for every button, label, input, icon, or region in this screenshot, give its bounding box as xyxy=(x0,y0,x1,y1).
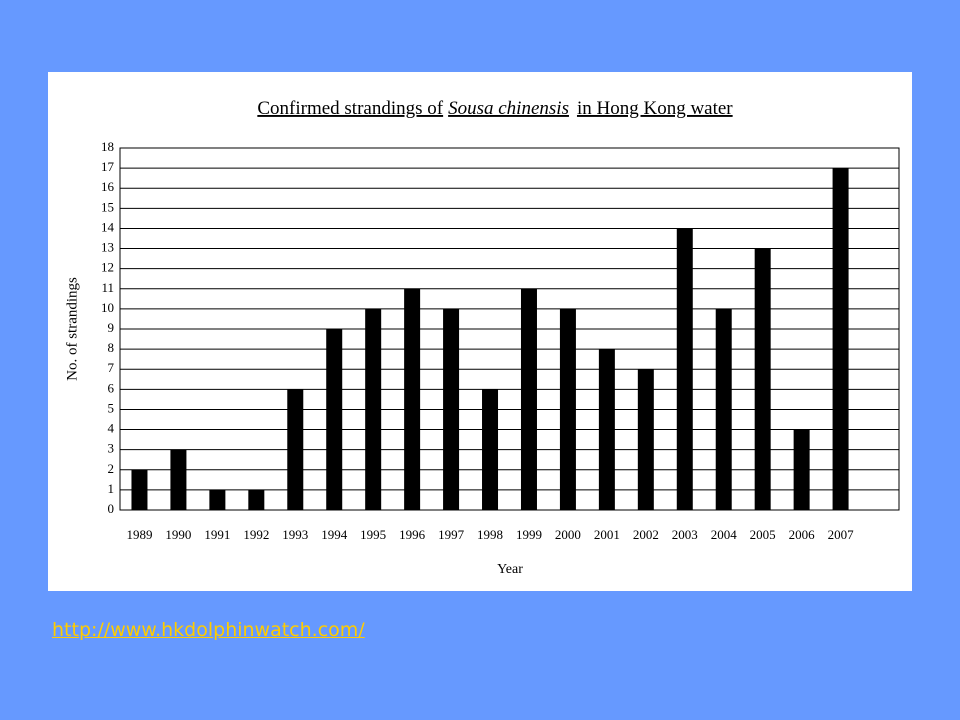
x-tick-label: 2001 xyxy=(594,527,620,542)
x-tick-label: 1998 xyxy=(477,527,503,542)
y-tick-label: 11 xyxy=(101,280,114,295)
y-tick-label: 14 xyxy=(101,219,115,234)
y-tick-label: 3 xyxy=(108,441,115,456)
y-tick-label: 18 xyxy=(101,139,114,154)
y-tick-label: 5 xyxy=(108,400,115,415)
y-tick-label: 15 xyxy=(101,199,114,214)
bar xyxy=(170,449,187,510)
y-tick-label: 7 xyxy=(108,360,115,375)
y-tick-label: 0 xyxy=(108,501,115,516)
x-tick-label: 1993 xyxy=(282,527,308,542)
bar xyxy=(637,369,654,510)
x-tick-label: 2003 xyxy=(672,527,698,542)
plot-border xyxy=(119,147,900,511)
bar xyxy=(598,349,615,510)
x-tick-label: 1992 xyxy=(243,527,269,542)
bar xyxy=(131,469,148,510)
bar xyxy=(482,389,499,510)
y-tick-label: 6 xyxy=(108,380,115,395)
y-tick-label: 12 xyxy=(101,260,114,275)
bar xyxy=(404,288,421,510)
x-tick-label: 2005 xyxy=(750,527,776,542)
bar xyxy=(676,228,693,510)
bar xyxy=(443,308,460,510)
bar xyxy=(209,489,226,510)
y-tick-label: 1 xyxy=(108,481,115,496)
x-tick-label: 2000 xyxy=(555,527,581,542)
y-tick-label: 2 xyxy=(108,461,115,476)
bar xyxy=(715,308,732,510)
x-axis-label: Year xyxy=(497,562,523,577)
title-part: Sousa chinensis xyxy=(448,98,569,119)
y-tick-label: 4 xyxy=(108,421,115,436)
bar xyxy=(793,429,810,510)
x-tick-label: 2007 xyxy=(828,527,855,542)
bar xyxy=(520,288,537,510)
y-axis-label: No. of strandings xyxy=(64,277,80,381)
bar xyxy=(248,489,265,510)
bar xyxy=(559,308,576,510)
x-tick-label: 1997 xyxy=(438,527,465,542)
y-tick-label: 17 xyxy=(101,159,115,174)
x-tick-label: 1995 xyxy=(360,527,386,542)
chart-title: Confirmed strandings of Sousa chinensis in… xyxy=(257,98,733,119)
chart-panel xyxy=(48,72,912,591)
x-tick-label: 1989 xyxy=(126,527,152,542)
y-tick-label: 9 xyxy=(108,320,115,335)
y-tick-label: 16 xyxy=(101,179,115,194)
x-tick-label: 2004 xyxy=(711,527,738,542)
y-tick-label: 13 xyxy=(101,240,114,255)
x-tick-label: 2002 xyxy=(633,527,659,542)
x-tick-label: 1991 xyxy=(204,527,230,542)
x-tick-label: 2006 xyxy=(789,527,816,542)
x-tick-label: 1996 xyxy=(399,527,426,542)
y-tick-label: 8 xyxy=(108,340,115,355)
y-tick-label: 10 xyxy=(101,300,114,315)
title-part: in Hong Kong water xyxy=(577,98,733,119)
bar xyxy=(326,329,343,510)
title-part: Confirmed strandings of xyxy=(257,98,443,119)
bar xyxy=(832,168,849,510)
bar xyxy=(754,248,771,511)
source-link[interactable]: http://www.hkdolphinwatch.com/ xyxy=(52,619,365,641)
x-tick-label: 1990 xyxy=(165,527,191,542)
x-tick-label: 1994 xyxy=(321,527,348,542)
x-tick-label: 1999 xyxy=(516,527,542,542)
bar xyxy=(365,308,382,510)
bar xyxy=(287,389,304,510)
